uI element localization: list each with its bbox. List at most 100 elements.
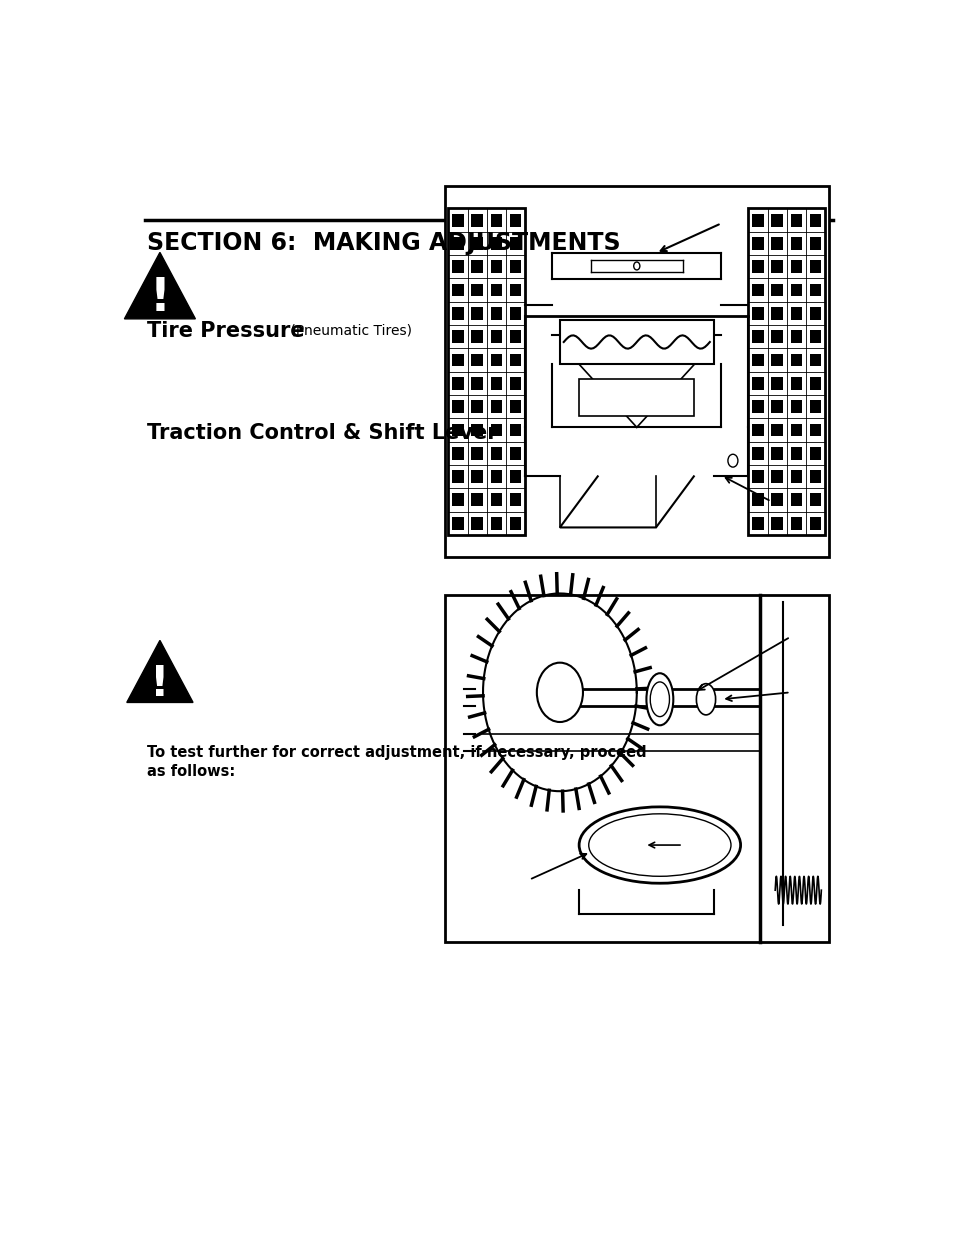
Bar: [471, 353, 482, 367]
Text: !: !: [150, 663, 170, 705]
Bar: [490, 237, 501, 249]
Bar: [490, 330, 501, 343]
Bar: [809, 214, 821, 226]
Bar: [510, 494, 521, 506]
Bar: [751, 261, 762, 273]
Bar: [578, 379, 694, 416]
Bar: [771, 353, 782, 367]
Bar: [452, 353, 463, 367]
Bar: [790, 330, 801, 343]
Bar: [471, 377, 482, 390]
Bar: [751, 516, 762, 530]
Bar: [771, 377, 782, 390]
Ellipse shape: [578, 806, 740, 883]
Bar: [751, 353, 762, 367]
Bar: [771, 237, 782, 249]
Bar: [452, 261, 463, 273]
Bar: [510, 353, 521, 367]
Bar: [771, 494, 782, 506]
Bar: [790, 214, 801, 226]
Bar: [471, 214, 482, 226]
Bar: [448, 209, 525, 535]
Bar: [771, 516, 782, 530]
Bar: [790, 516, 801, 530]
Bar: [452, 237, 463, 249]
Bar: [771, 284, 782, 296]
Bar: [471, 447, 482, 459]
Text: as follows:: as follows:: [147, 763, 235, 778]
Bar: [490, 424, 501, 436]
Polygon shape: [124, 252, 195, 319]
Bar: [751, 494, 762, 506]
Bar: [809, 400, 821, 412]
Bar: [771, 308, 782, 320]
Bar: [790, 237, 801, 249]
Bar: [510, 214, 521, 226]
Circle shape: [727, 454, 737, 467]
Bar: [751, 447, 762, 459]
Bar: [809, 424, 821, 436]
Bar: [751, 424, 762, 436]
Ellipse shape: [696, 684, 715, 715]
Bar: [490, 261, 501, 273]
Bar: [790, 447, 801, 459]
Bar: [452, 447, 463, 459]
Bar: [809, 237, 821, 249]
Bar: [751, 214, 762, 226]
Bar: [452, 516, 463, 530]
Bar: [771, 330, 782, 343]
Bar: [790, 308, 801, 320]
Bar: [809, 494, 821, 506]
Bar: [490, 494, 501, 506]
Bar: [790, 261, 801, 273]
Bar: [452, 471, 463, 483]
Bar: [510, 261, 521, 273]
Bar: [490, 308, 501, 320]
Bar: [510, 424, 521, 436]
Bar: [452, 377, 463, 390]
Bar: [471, 471, 482, 483]
Bar: [809, 377, 821, 390]
Bar: [510, 284, 521, 296]
Bar: [490, 377, 501, 390]
Bar: [510, 400, 521, 412]
Bar: [751, 377, 762, 390]
Circle shape: [633, 262, 639, 270]
Bar: [751, 237, 762, 249]
Bar: [510, 471, 521, 483]
Bar: [490, 214, 501, 226]
Bar: [471, 424, 482, 436]
Bar: [510, 516, 521, 530]
Bar: [510, 377, 521, 390]
Bar: [790, 400, 801, 412]
Bar: [790, 353, 801, 367]
Bar: [471, 261, 482, 273]
Text: SECTION 6:  MAKING ADJUSTMENTS: SECTION 6: MAKING ADJUSTMENTS: [147, 231, 620, 256]
Bar: [809, 516, 821, 530]
Text: To test further for correct adjustment, if necessary, proceed: To test further for correct adjustment, …: [147, 745, 646, 760]
Bar: [771, 424, 782, 436]
Bar: [452, 424, 463, 436]
Bar: [490, 284, 501, 296]
Bar: [790, 424, 801, 436]
Text: Traction Control & Shift Lever: Traction Control & Shift Lever: [147, 424, 497, 443]
Bar: [490, 353, 501, 367]
Bar: [510, 308, 521, 320]
Bar: [809, 471, 821, 483]
Bar: [490, 447, 501, 459]
Bar: [471, 284, 482, 296]
Ellipse shape: [646, 673, 673, 725]
Bar: [444, 186, 828, 557]
Bar: [490, 516, 501, 530]
Bar: [452, 214, 463, 226]
Bar: [510, 330, 521, 343]
Bar: [751, 330, 762, 343]
Bar: [452, 308, 463, 320]
Text: !: !: [150, 277, 171, 321]
Bar: [809, 330, 821, 343]
Circle shape: [537, 663, 582, 722]
Bar: [771, 400, 782, 412]
Bar: [771, 471, 782, 483]
Ellipse shape: [650, 682, 669, 716]
Bar: [809, 284, 821, 296]
